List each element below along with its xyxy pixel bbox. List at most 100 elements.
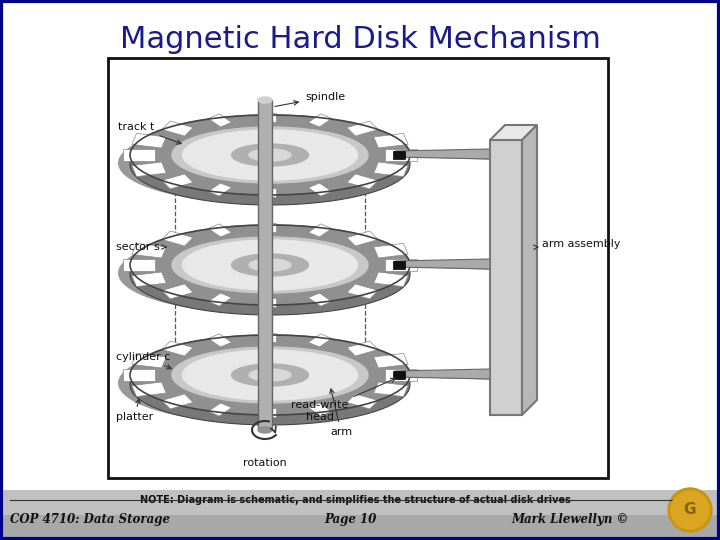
Text: arm assembly: arm assembly <box>534 239 621 249</box>
Polygon shape <box>347 341 378 356</box>
Ellipse shape <box>249 149 291 161</box>
Polygon shape <box>374 133 408 148</box>
FancyBboxPatch shape <box>393 151 405 159</box>
Polygon shape <box>522 125 537 415</box>
FancyBboxPatch shape <box>0 490 720 515</box>
Text: Mark Llewellyn ©: Mark Llewellyn © <box>511 514 629 526</box>
Polygon shape <box>374 244 408 258</box>
FancyBboxPatch shape <box>0 515 720 540</box>
Polygon shape <box>395 259 490 269</box>
Polygon shape <box>264 408 276 417</box>
Circle shape <box>671 491 709 529</box>
Polygon shape <box>208 114 232 127</box>
Polygon shape <box>123 149 156 161</box>
Polygon shape <box>118 335 270 423</box>
Text: G: G <box>684 503 696 517</box>
Ellipse shape <box>258 97 272 103</box>
Polygon shape <box>308 293 332 306</box>
Text: rotation: rotation <box>243 458 287 468</box>
Polygon shape <box>123 259 156 271</box>
Polygon shape <box>308 183 332 196</box>
Ellipse shape <box>130 225 410 305</box>
Polygon shape <box>384 149 417 161</box>
Polygon shape <box>208 183 232 196</box>
Text: read-write
head: read-write head <box>292 379 395 422</box>
Polygon shape <box>395 369 490 379</box>
Polygon shape <box>132 162 166 177</box>
FancyBboxPatch shape <box>393 371 405 379</box>
Ellipse shape <box>130 335 410 415</box>
Polygon shape <box>162 121 193 136</box>
Polygon shape <box>264 113 276 122</box>
Ellipse shape <box>249 259 291 271</box>
Text: sector s: sector s <box>116 242 166 252</box>
FancyBboxPatch shape <box>490 140 522 415</box>
Circle shape <box>668 488 712 532</box>
Ellipse shape <box>182 130 358 180</box>
Polygon shape <box>208 224 232 237</box>
Polygon shape <box>347 394 378 409</box>
Polygon shape <box>118 225 270 313</box>
Polygon shape <box>374 162 408 177</box>
Ellipse shape <box>232 144 308 166</box>
Ellipse shape <box>172 237 368 293</box>
Polygon shape <box>395 149 490 159</box>
Text: COP 4710: Data Storage: COP 4710: Data Storage <box>10 514 170 526</box>
Ellipse shape <box>232 254 308 276</box>
Polygon shape <box>374 382 408 396</box>
Text: track t: track t <box>118 122 181 144</box>
Polygon shape <box>208 293 232 306</box>
Polygon shape <box>132 133 166 148</box>
FancyBboxPatch shape <box>393 261 405 269</box>
Polygon shape <box>347 284 378 299</box>
Polygon shape <box>162 174 193 189</box>
Polygon shape <box>384 259 417 271</box>
Text: arm: arm <box>330 389 352 437</box>
Polygon shape <box>162 341 193 356</box>
Polygon shape <box>374 272 408 287</box>
Polygon shape <box>347 121 378 136</box>
Polygon shape <box>132 244 166 258</box>
Polygon shape <box>130 155 410 205</box>
Ellipse shape <box>130 115 410 195</box>
Polygon shape <box>162 394 193 409</box>
Polygon shape <box>490 125 537 140</box>
Text: spindle: spindle <box>275 92 345 106</box>
Ellipse shape <box>249 369 291 381</box>
Polygon shape <box>208 334 232 347</box>
Ellipse shape <box>172 347 368 403</box>
FancyBboxPatch shape <box>258 100 272 430</box>
Polygon shape <box>308 403 332 416</box>
Polygon shape <box>130 265 410 315</box>
Polygon shape <box>347 231 378 246</box>
Polygon shape <box>162 284 193 299</box>
FancyBboxPatch shape <box>108 58 608 478</box>
Polygon shape <box>264 223 276 232</box>
Text: Page 10: Page 10 <box>324 514 376 526</box>
Text: NOTE: Diagram is schematic, and simplifies the structure of actual disk drives: NOTE: Diagram is schematic, and simplifi… <box>140 495 570 505</box>
Ellipse shape <box>258 427 272 433</box>
Text: Magnetic Hard Disk Mechanism: Magnetic Hard Disk Mechanism <box>120 25 600 55</box>
Ellipse shape <box>182 240 358 290</box>
Polygon shape <box>118 115 270 203</box>
Polygon shape <box>374 353 408 368</box>
Polygon shape <box>308 224 332 237</box>
Polygon shape <box>132 353 166 368</box>
Polygon shape <box>308 114 332 127</box>
Text: cylinder c: cylinder c <box>116 352 171 369</box>
Ellipse shape <box>232 364 308 386</box>
Polygon shape <box>132 272 166 287</box>
Polygon shape <box>384 369 417 381</box>
Text: platter: platter <box>116 399 153 422</box>
Ellipse shape <box>182 350 358 400</box>
Polygon shape <box>264 188 276 197</box>
Ellipse shape <box>172 127 368 183</box>
Polygon shape <box>162 231 193 246</box>
Polygon shape <box>308 334 332 347</box>
Polygon shape <box>264 333 276 342</box>
Polygon shape <box>130 375 410 425</box>
Polygon shape <box>123 369 156 381</box>
Polygon shape <box>132 382 166 396</box>
Polygon shape <box>208 403 232 416</box>
Polygon shape <box>347 174 378 189</box>
